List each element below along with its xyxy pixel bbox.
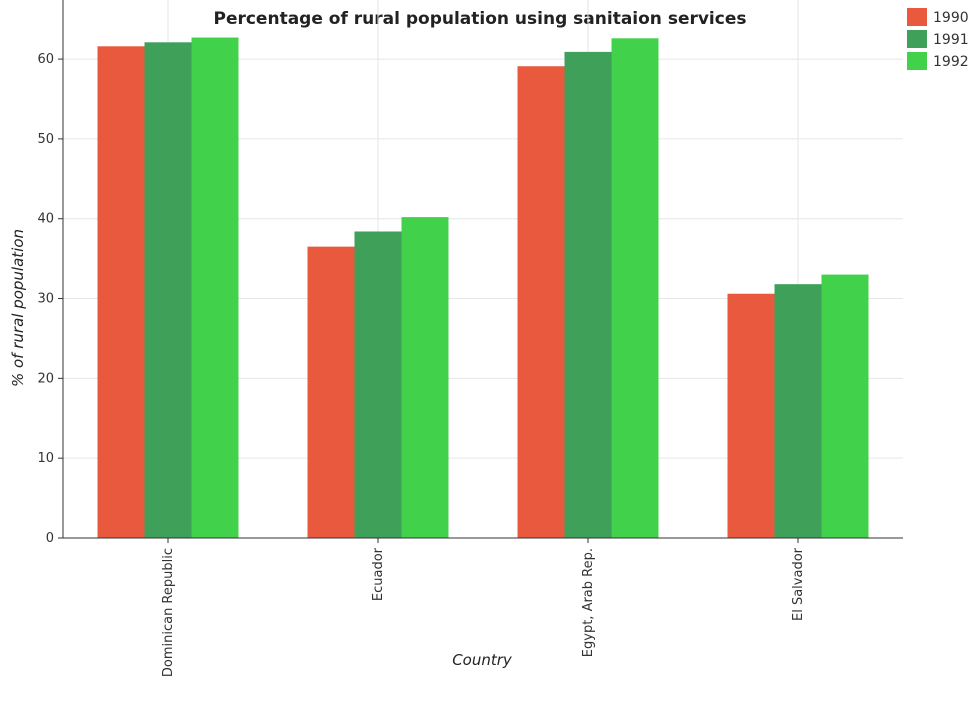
bar-1991-el-salvador — [774, 284, 822, 538]
x-tick-label: Dominican Republic — [161, 548, 176, 677]
legend-swatch-1991 — [907, 30, 927, 48]
chart-title: Percentage of rural population using san… — [213, 9, 746, 29]
bar-1991-dominican-republic — [144, 42, 192, 539]
legend-swatch-1990 — [907, 8, 927, 26]
y-tick-label: 0 — [46, 531, 54, 546]
x-tick-label: El Salvador — [791, 547, 806, 621]
y-tick-label: 50 — [37, 132, 54, 147]
y-tick-label: 40 — [37, 212, 54, 227]
bars — [97, 37, 869, 539]
y-tick-label: 20 — [37, 371, 54, 386]
x-axis-label: Country — [452, 651, 513, 669]
x-tick-label: Ecuador — [371, 547, 386, 601]
legend: 1990 1991 1992 — [907, 8, 969, 70]
bar-1992-ecuador — [401, 217, 449, 538]
x-tick-label: Egypt, Arab Rep. — [581, 548, 596, 657]
y-tick-label: 60 — [37, 52, 54, 67]
y-tick-label: 30 — [37, 292, 54, 307]
bar-1990-dominican-republic — [97, 46, 145, 538]
bar-1990-ecuador — [307, 246, 355, 539]
bar-1990-egypt-arab-rep- — [517, 66, 565, 538]
bar-1991-egypt-arab-rep- — [564, 51, 612, 538]
bar-1992-el-salvador — [821, 274, 869, 538]
bar-1992-dominican-republic — [191, 37, 239, 538]
axes: 0 10 20 30 40 50 60 Dominican Republic Ecuador Eg… — [37, 0, 903, 677]
bar-1992-egypt-arab-rep- — [611, 38, 659, 538]
legend-label-1992: 1992 — [933, 54, 969, 70]
legend-swatch-1992 — [907, 52, 927, 70]
legend-label-1991: 1991 — [933, 32, 969, 48]
y-axis-label: % of rural population — [9, 229, 27, 387]
y-tick-label: 10 — [37, 451, 54, 466]
legend-label-1990: 1990 — [933, 10, 969, 26]
bar-1990-el-salvador — [727, 293, 775, 538]
bar-1991-ecuador — [354, 231, 402, 538]
